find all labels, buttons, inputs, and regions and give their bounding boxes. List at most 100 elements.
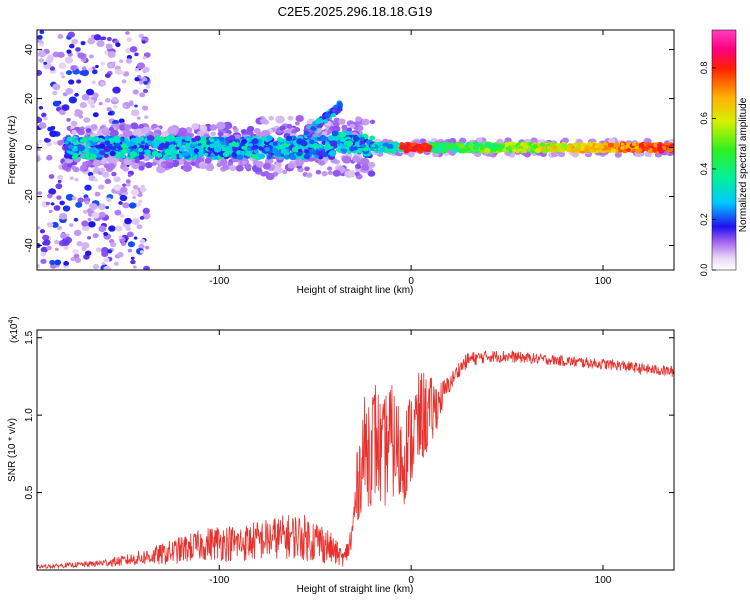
spectrogram-cell xyxy=(357,134,362,138)
spectrogram-cell xyxy=(105,43,113,50)
spectrogram-cell xyxy=(53,205,61,211)
spectrogram-cell xyxy=(367,170,376,177)
spectrogram-cell xyxy=(416,145,424,152)
spectrogram-cell xyxy=(74,92,79,97)
spectrogram-cell xyxy=(122,183,127,187)
spectrogram-cell xyxy=(125,179,131,184)
spectrogram-cell xyxy=(228,164,237,172)
spectrogram-cell xyxy=(129,46,138,53)
spectrogram-cell xyxy=(48,209,53,214)
spectrogram-cell xyxy=(130,122,139,130)
spectrogram-cell xyxy=(219,159,228,166)
spectrogram-cell xyxy=(49,130,58,138)
spectrogram-cell xyxy=(107,62,114,68)
spectrogram-cell xyxy=(146,135,155,142)
spectrogram-cell xyxy=(64,56,74,64)
spectrogram-cell xyxy=(104,178,112,185)
spectrogram-cell xyxy=(188,148,196,154)
spectrogram-cell xyxy=(356,147,364,154)
spectrogram-cell xyxy=(48,174,55,179)
spectrogram-cell xyxy=(285,135,293,142)
spectrogram-cell xyxy=(231,141,237,146)
spectrogram-cell xyxy=(139,215,145,220)
spectrogram-cell xyxy=(204,152,209,157)
spectrogram-cell xyxy=(42,239,51,246)
spectrogram-cell xyxy=(321,171,328,177)
spectrogram-cell xyxy=(134,68,139,72)
spectrogram-cell xyxy=(118,118,125,124)
spectrogram-cell xyxy=(109,150,116,157)
spectrogram-cell xyxy=(251,154,258,160)
spectrogram-cell xyxy=(57,51,65,58)
spectrogram-cell xyxy=(77,197,84,203)
spectrogram-cell xyxy=(87,221,96,228)
spectrogram-cell xyxy=(91,69,98,75)
spectrogram-cell xyxy=(209,124,218,131)
spectrogram-cell xyxy=(69,43,75,49)
spectrogram-cell xyxy=(82,161,88,167)
spectrogram-cell xyxy=(666,146,674,153)
spectrogram-cell xyxy=(499,144,505,149)
spectrogram-cell xyxy=(59,109,66,116)
spectrogram-cell xyxy=(46,138,51,143)
spectrogram-cell xyxy=(510,144,516,150)
spectrogram-cell xyxy=(354,171,360,177)
spectrogram-cell xyxy=(107,50,116,58)
spectrogram-cell xyxy=(168,144,176,151)
spectrogram-cell xyxy=(614,142,621,148)
spectrogram-cell xyxy=(177,130,186,138)
spectrogram-cell xyxy=(251,138,259,145)
spectrogram-cell xyxy=(516,144,522,150)
spectrogram-cell xyxy=(244,163,252,170)
y-tick-label: -20 xyxy=(24,189,35,204)
spectrogram-cell xyxy=(369,119,376,125)
spectrogram-cell xyxy=(352,136,360,142)
spectrogram-cell xyxy=(304,149,310,154)
spectrogram-cell xyxy=(303,153,311,160)
spectrogram-cell xyxy=(54,247,59,251)
spectrogram-cell xyxy=(286,123,293,129)
spectrogram-cell xyxy=(132,265,137,269)
spectrogram-cell xyxy=(181,150,189,157)
spectrogram-cell xyxy=(120,241,127,247)
spectrogram-cell xyxy=(77,144,85,152)
spectrogram-cell xyxy=(216,121,226,130)
spectrogram-cell xyxy=(280,148,288,155)
spectrogram-cell xyxy=(66,49,72,54)
spectrogram-cell xyxy=(265,135,273,142)
spectrogram-cell xyxy=(264,147,270,152)
spectrogram-cell xyxy=(59,71,65,76)
spectrogram-cell xyxy=(122,202,130,209)
spectrogram-cell xyxy=(652,148,658,153)
spectrogram-cell xyxy=(310,126,316,131)
spectrogram-cell xyxy=(82,209,88,214)
spectrogram-cell xyxy=(61,104,70,111)
spectrogram-cell xyxy=(565,147,572,152)
snr-y-scale-prefix: (x10 xyxy=(9,323,20,343)
spectrogram-cell xyxy=(92,112,99,118)
spectrogram-cell xyxy=(81,137,88,143)
spectrogram-cell xyxy=(85,88,95,96)
spectrogram-cell xyxy=(54,259,62,266)
spectrogram-cell xyxy=(73,217,79,222)
x-tick-label: 0 xyxy=(408,575,414,586)
spectrogram-cell xyxy=(122,129,132,138)
spectrogram-cell xyxy=(327,129,332,134)
spectrogram-cell xyxy=(121,148,128,154)
colorbar-tick-label: 0.0 xyxy=(699,264,709,277)
spectrogram-cell xyxy=(139,92,146,98)
spectrogram-cell xyxy=(76,79,82,84)
spectrogram-cell xyxy=(236,150,241,155)
spectrogram-cell xyxy=(143,265,150,270)
spectrogram-cell xyxy=(157,145,164,151)
spectrogram-cell xyxy=(164,136,171,142)
spectrogram-cell xyxy=(191,137,197,143)
spectrogram-cell xyxy=(557,151,566,158)
spectrogram-cell xyxy=(71,196,77,200)
spectrogram-cell xyxy=(534,147,541,154)
spectrogram-cell xyxy=(181,141,186,146)
x-tick-label: 100 xyxy=(595,575,612,586)
spectrogram-cell xyxy=(90,124,98,130)
spectrogram-cell xyxy=(546,145,552,150)
